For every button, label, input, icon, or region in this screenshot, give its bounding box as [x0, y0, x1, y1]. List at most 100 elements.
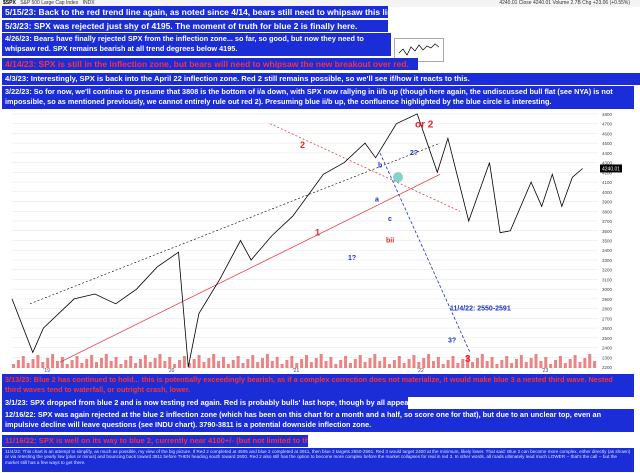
volume-bar: [505, 356, 509, 368]
volume-bar: [221, 357, 225, 368]
wave-label-blue-2q: 2?: [410, 150, 418, 157]
volume-bar: [358, 355, 362, 368]
red-dashed-downtrend: [269, 123, 461, 212]
volume-bar: [143, 355, 147, 368]
time-tick-label: '23: [542, 368, 549, 374]
volume-bar: [202, 362, 206, 368]
price-tick-label: 3800: [602, 209, 613, 214]
price-tick-label: 4800: [602, 112, 613, 117]
price-tick-label: 3700: [602, 219, 613, 224]
volume-bar: [104, 354, 108, 368]
volume-bar: [265, 354, 269, 368]
price-tick-label: 3300: [602, 258, 613, 263]
volume-bar: [26, 363, 30, 368]
volume-bar: [324, 361, 328, 368]
trend-lines: [29, 123, 471, 363]
volume-bar: [353, 359, 357, 368]
volume-bar: [31, 359, 35, 368]
annotation-4-3: 4/3/23: Interestingly, SPX is back into …: [2, 73, 640, 85]
volume-bar: [514, 359, 518, 368]
volume-bar: [588, 354, 592, 368]
wave-labels: 1 2 or 2 3 1? 2? 3? a b c bii 11/4/22: 2550-2591: [300, 120, 511, 366]
volume-bar: [519, 355, 523, 368]
price-tick-label: 2600: [602, 326, 613, 331]
volume-bar: [129, 356, 133, 368]
wave-label-blue-b: b: [378, 162, 382, 169]
price-tick-label: 4000: [602, 190, 613, 195]
price-tick-label: 3100: [602, 277, 613, 282]
price-tick-label: 3200: [602, 268, 613, 273]
blue-target-projection: [379, 152, 471, 353]
volume-bar: [456, 363, 460, 368]
volume-bar: [187, 363, 191, 368]
volume-bar: [451, 356, 455, 368]
volume-bar: [348, 363, 352, 368]
volume-bar: [436, 357, 440, 368]
volume-bars: [12, 354, 597, 368]
volume-bar: [65, 364, 69, 368]
volume-bar: [368, 358, 372, 368]
volume-bar: [90, 355, 94, 368]
price-tick-label: 3900: [602, 200, 613, 205]
volume-bar: [305, 355, 308, 368]
wave-label-red-1: 1: [315, 228, 320, 238]
volume-bar: [114, 357, 118, 368]
price-tick-label: 2800: [602, 307, 613, 312]
volume-bar: [85, 359, 89, 368]
volume-bar: [217, 361, 221, 368]
grid: [12, 113, 598, 368]
wave-label-red-or2: or 2: [415, 120, 434, 131]
last-price-label: 4240.01: [602, 166, 620, 172]
volume-bar: [524, 362, 528, 368]
time-tick-label: '20: [168, 368, 175, 374]
volume-bar: [466, 355, 470, 368]
volume-bar: [314, 358, 318, 368]
volume-bar: [529, 358, 533, 368]
volume-bar: [344, 356, 348, 368]
price-tick-label: 4700: [602, 122, 613, 127]
volume-bar: [417, 362, 421, 368]
volume-bar: [593, 361, 597, 368]
volume-bar: [280, 364, 284, 368]
volume-bar: [21, 356, 25, 368]
volume-bar: [363, 362, 367, 368]
volume-bar: [549, 364, 553, 368]
price-tick-label: 4400: [602, 151, 613, 156]
volume-bar: [212, 354, 216, 368]
volume-bar: [397, 356, 401, 368]
annotation-3-22: 3/22/23: So for now, we'll continue to p…: [2, 86, 634, 109]
wave-label-red-bii: bii: [386, 237, 394, 244]
wave-label-blue-3q: 3?: [448, 338, 456, 345]
volume-bar: [99, 358, 103, 368]
annotation-3-1: 3/1/23: SPX dropped from blue 2 and is n…: [2, 397, 408, 409]
volume-bar: [41, 362, 45, 368]
annotation-4-14: 4/14/23: SPX is still in the inflection …: [2, 58, 418, 70]
volume-bar: [544, 357, 548, 368]
volume-bar: [583, 358, 587, 368]
volume-bar: [412, 355, 416, 368]
price-tick-label: 2700: [602, 316, 613, 321]
volume-bar: [300, 359, 304, 368]
volume-bar: [138, 359, 142, 368]
volume-bar: [256, 362, 260, 368]
wave-label-blue-1q: 1?: [348, 255, 356, 262]
volume-bar: [319, 354, 323, 368]
volume-bar: [563, 363, 567, 368]
volume-bar: [441, 364, 445, 368]
wave-label-target: 11/4/22: 2550-2591: [450, 306, 511, 313]
time-tick-label: '19: [43, 368, 50, 374]
confluence-circle: [393, 172, 403, 183]
volume-bar: [431, 361, 435, 368]
volume-bar: [75, 356, 79, 368]
volume-bar: [388, 364, 392, 368]
volume-bar: [422, 358, 426, 368]
price-tick-label: 4500: [602, 141, 613, 146]
volume-bar: [334, 364, 338, 368]
annotation-4-26: 4/26/23: Bears have finally rejected SPX…: [2, 33, 391, 56]
volume-bar: [480, 354, 484, 368]
volume-bar: [148, 362, 152, 368]
wave-label-blue-c: c: [388, 216, 392, 223]
volume-bar: [36, 355, 40, 368]
volume-bar: [534, 354, 538, 368]
volume-bar: [51, 354, 55, 368]
